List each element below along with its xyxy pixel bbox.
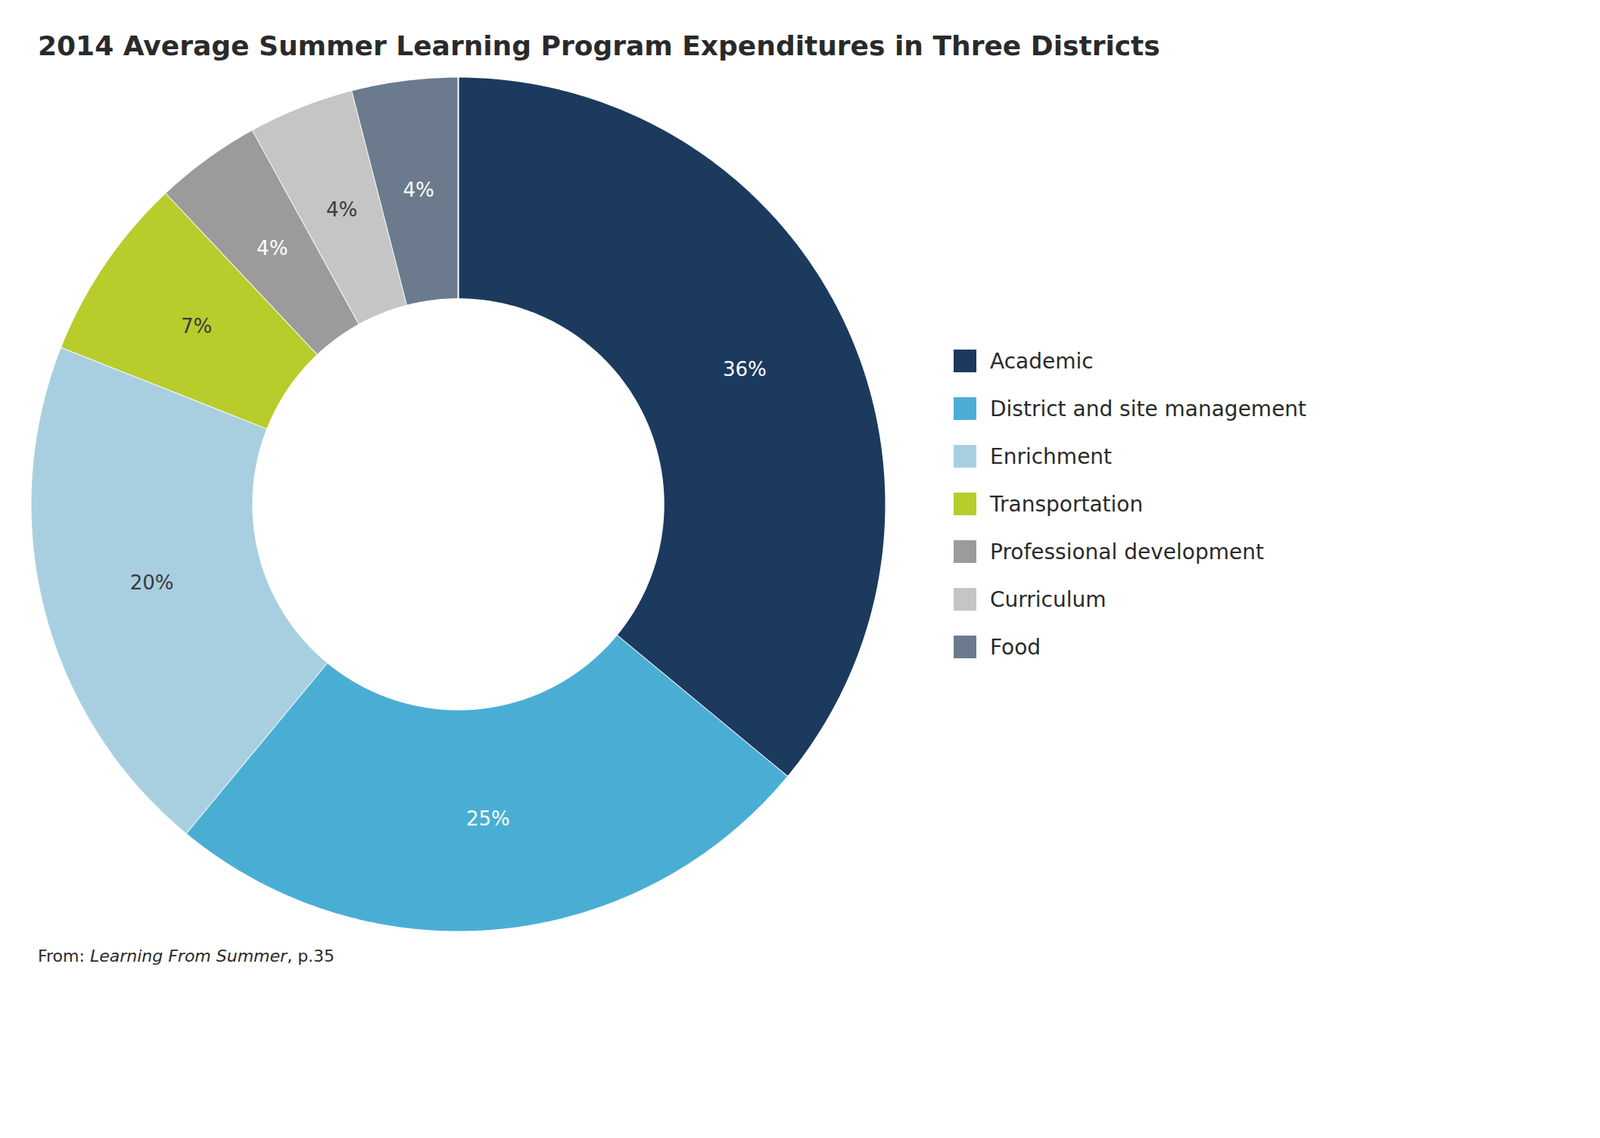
svg-text:20%: 20% <box>130 571 175 595</box>
svg-text:4%: 4% <box>402 178 434 202</box>
html-text:Professional development: Professional development <box>989 539 1264 565</box>
svg-text:25%: 25% <box>466 807 511 831</box>
svg-text:4%: 4% <box>256 236 288 260</box>
html-text:2014 Average Summer Learning P: 2014 Average Summer Learning Program Exp… <box>37 30 1161 62</box>
html-text:Curriculum: Curriculum <box>989 586 1107 612</box>
html-text:Transportation: Transportation <box>989 491 1144 517</box>
html-text:Food: Food <box>989 634 1041 660</box>
svg-text:7%: 7% <box>180 314 212 338</box>
html-text:Enrichment: Enrichment <box>989 443 1112 469</box>
html-text:Academic: Academic <box>989 348 1094 374</box>
html-text:From: Learning From Summer, p.: From: Learning From Summer, p.35 <box>37 946 335 966</box>
svg-text:4%: 4% <box>326 198 358 222</box>
svg-text:36%: 36% <box>722 357 767 381</box>
html-text:District and site management: District and site management <box>989 396 1307 422</box>
